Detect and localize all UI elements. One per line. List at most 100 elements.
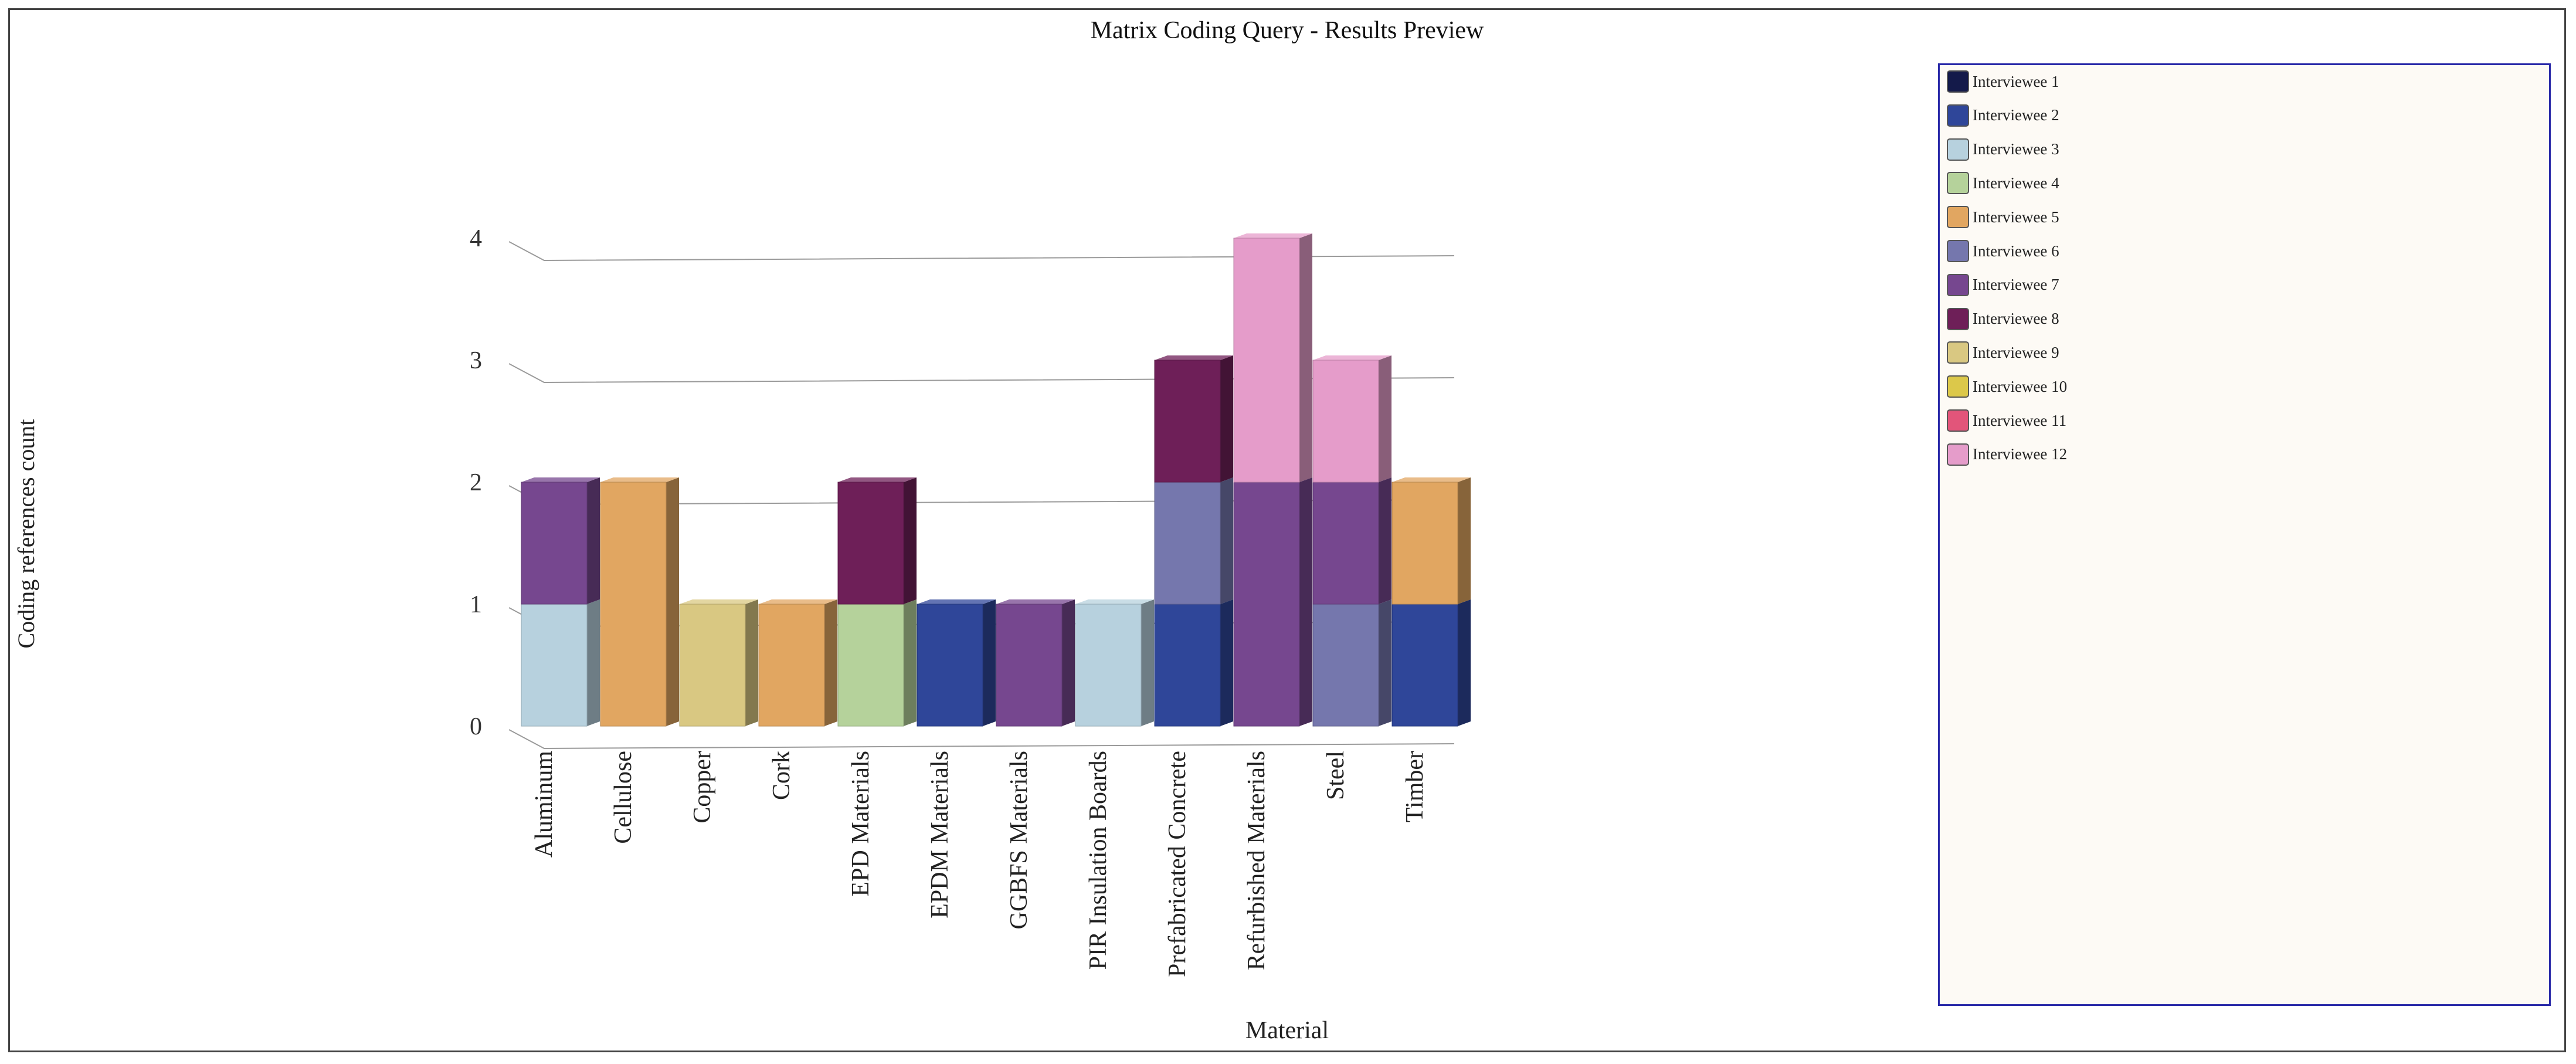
bar-top [1392, 477, 1471, 482]
x-tick-label-5: EPDM Materials [926, 751, 953, 919]
bar-front [1154, 482, 1221, 605]
bar-front [917, 604, 983, 727]
bar-top [996, 599, 1075, 604]
bar-front [1391, 604, 1458, 727]
bar-segment-4-3 [837, 599, 917, 727]
bar-segment-3-4 [758, 599, 837, 727]
x-tick-label-1: Cellulose [610, 751, 637, 844]
bar-front [521, 482, 588, 605]
bar-segment-5-1 [917, 599, 996, 727]
y-tick-label-0: 0 [470, 713, 482, 740]
bar-front [1312, 482, 1379, 605]
legend-label: Interviewee 4 [1973, 174, 2059, 192]
bar-side [1220, 477, 1233, 604]
bar-segment-4-7 [837, 477, 917, 605]
y-axis-label: Coding references count [13, 419, 39, 649]
bar-front [1233, 238, 1300, 483]
legend-swatch [1947, 104, 1969, 127]
bar-segment-11-4 [1391, 477, 1471, 605]
x-tick-label-0: Aluminum [531, 751, 558, 858]
legend-swatch [1947, 409, 1969, 432]
legend-swatch [1947, 206, 1969, 229]
bar-top [521, 477, 600, 482]
bar-side [1299, 233, 1312, 482]
legend-swatch [1947, 240, 1969, 262]
bar-front [1075, 604, 1142, 727]
bar-segment-8-7 [1154, 355, 1233, 483]
bar-side [1458, 477, 1471, 604]
bar-top [759, 599, 837, 604]
x-tick-label-4: EPD Materials [847, 751, 874, 896]
y-tick-label-4: 4 [470, 225, 482, 252]
legend-item: Interviewee 5 [1947, 205, 2059, 229]
x-tick-label-7: PIR Insulation Boards [1085, 751, 1112, 970]
legend-label: Interviewee 5 [1973, 208, 2059, 226]
bar-side [1379, 355, 1391, 482]
legend-item: Interviewee 9 [1947, 341, 2059, 364]
gridline-0 [508, 729, 1455, 750]
legend-item: Interviewee 3 [1947, 138, 2059, 161]
bar-segment-9-11 [1233, 233, 1312, 483]
bar-top [1313, 355, 1391, 360]
bar-segment-7-2 [1075, 599, 1154, 727]
legend-label: Interviewee 10 [1973, 377, 2068, 395]
bar-segment-10-11 [1312, 355, 1391, 483]
bar-side [824, 599, 837, 726]
bar-front [600, 482, 667, 727]
y-axis-ticks: 0 1 2 3 4 [470, 225, 482, 740]
bar-front [1312, 360, 1379, 483]
bar-side [904, 599, 917, 726]
legend-item: Interviewee 7 [1947, 273, 2059, 297]
legend-item: Interviewee 10 [1947, 375, 2067, 398]
x-axis-label: Material [1245, 1017, 1329, 1044]
bar-segment-8-1 [1154, 599, 1233, 727]
bar-front [1154, 604, 1221, 727]
legend-item: Interviewee 8 [1947, 307, 2059, 331]
bar-side [1141, 599, 1154, 726]
bar-segment-2-8 [679, 599, 758, 727]
gridline-4 [508, 241, 1455, 262]
legend-swatch [1947, 443, 1969, 466]
bar-side [587, 477, 600, 604]
x-axis-ticks: Aluminum Cellulose Copper Cork EPD Materials… [531, 751, 1428, 977]
gridline-3 [508, 363, 1455, 384]
bar-segment-0-2 [521, 599, 600, 727]
bar-front [679, 604, 746, 727]
legend-swatch [1947, 273, 1969, 296]
bar-segment-6-6 [996, 599, 1075, 727]
bar-side [1379, 477, 1391, 604]
legend: Interviewee 1 Interviewee 2 Interviewee 3 I… [1938, 63, 2551, 1006]
x-tick-label-10: Steel [1322, 751, 1349, 800]
legend-item: Interviewee 1 [1947, 70, 2059, 93]
bar-top [838, 477, 917, 482]
legend-swatch [1947, 138, 1969, 161]
legend-label: Interviewee 2 [1973, 106, 2059, 124]
legend-label: Interviewee 3 [1973, 140, 2059, 158]
bar-front [1391, 482, 1458, 605]
legend-item: Interviewee 11 [1947, 409, 2066, 432]
bar-side [1299, 477, 1312, 726]
legend-swatch [1947, 70, 1969, 93]
y-tick-label-2: 2 [470, 469, 482, 496]
legend-label: Interviewee 1 [1973, 72, 2059, 90]
bar-side [1062, 599, 1075, 726]
x-tick-label-11: Timber [1401, 751, 1428, 822]
x-tick-label-8: Prefabricated Concrete [1164, 751, 1191, 977]
bar-side [1458, 599, 1471, 726]
bar-side [983, 599, 996, 726]
legend-item: Interviewee 2 [1947, 104, 2059, 127]
y-tick-label-1: 1 [470, 591, 482, 618]
bar-front [837, 604, 904, 727]
bar-segment-9-6 [1233, 477, 1312, 727]
legend-label: Interviewee 7 [1973, 276, 2059, 294]
legend-swatch [1947, 341, 1969, 364]
bar-front [1312, 604, 1379, 727]
bar-side [1220, 355, 1233, 482]
chart-title: Matrix Coding Query - Results Preview [1091, 17, 1484, 44]
bar-segment-8-5 [1154, 477, 1233, 605]
legend-item: Interviewee 12 [1947, 443, 2067, 466]
x-tick-label-3: Cork [768, 751, 795, 800]
bar-top [680, 599, 758, 604]
bar-top [1234, 233, 1312, 238]
